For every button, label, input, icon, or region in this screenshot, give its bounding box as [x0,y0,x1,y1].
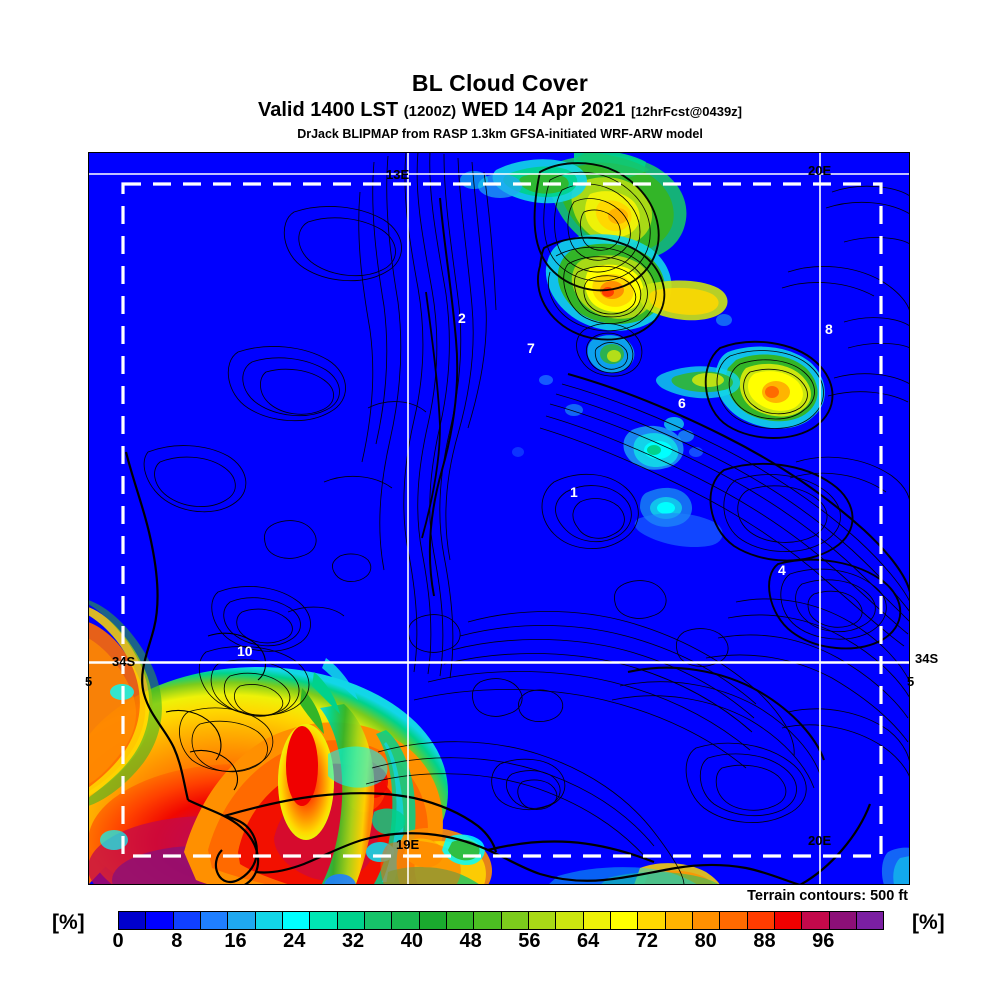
valid-date: WED 14 Apr 2021 [461,99,626,121]
graticule-solid [88,152,910,885]
site-marker-2[interactable]: 2 [458,310,466,326]
valid-time-line: Valid 1400 LST (1200Z) WED 14 Apr 2021 [… [0,98,1000,124]
colorbar-swatch-8 [337,912,365,929]
colorbar-swatch-1 [146,912,174,929]
grid-label-34s-left: 34S [112,654,136,669]
colorbar-swatch-21 [692,912,721,929]
map-canvas [88,152,910,885]
colorbar-swatch-16 [556,912,584,929]
grid-label-13e: 13E [386,167,410,182]
colorbar-tick-88: 88 [753,930,776,952]
colorbar-swatch-27 [856,912,884,929]
colorbar-swatch-11 [419,912,447,929]
site-marker-1[interactable]: 1 [570,484,578,500]
colorbar-tick-16: 16 [224,930,247,952]
colorbar-tick-labels: 0 8 16 24 32 40 48 56 64 72 80 88 96 [0,930,1000,956]
colorbar-swatch-24 [774,912,803,929]
colorbar-tick-8: 8 [171,930,183,952]
colorbar-swatch-18 [610,912,639,929]
model-description: DrJack BLIPMAP from RASP 1.3km GFSA-init… [297,127,703,141]
page-title: BL Cloud Cover [411,70,589,96]
valid-time-prefix: Valid 1400 LST [257,99,399,121]
colorbar-swatch-9 [364,912,393,929]
colorbar-swatch-25 [802,912,830,929]
colorbar-swatch-19 [638,912,666,929]
site-marker-8[interactable]: 8 [825,321,833,337]
coastline [124,451,872,885]
colorbar-tick-64: 64 [577,930,600,952]
colorbar-swatch-26 [829,912,857,929]
grid-label-20e-bottom: 20E [808,833,832,848]
site-marker-10[interactable]: 10 [237,643,253,659]
grid-label-35s-right: 5 [907,674,915,689]
colorbar-swatch-22 [720,912,748,929]
inland-features [165,632,267,791]
colorbar-swatch-10 [392,912,420,929]
colorbar-tick-32: 32 [341,930,365,952]
site-marker-4[interactable]: 4 [778,562,786,578]
colorbar-tick-80: 80 [694,930,717,952]
colorbar-swatch-3 [200,912,229,929]
colorbar-tick-40: 40 [400,930,423,952]
colorbar-swatch-15 [528,912,557,929]
valid-time-utc: (1200Z) [403,103,457,120]
terrain-contours [143,152,910,885]
grid-label-34s-right: 34S [915,651,939,666]
colorbar-unit-left: [%] [52,911,85,934]
colorbar-swatch-5 [255,912,283,929]
colorbar-swatch-4 [228,912,256,929]
colorbar-swatch-2 [173,912,201,929]
colorbar-unit-right: [%] [912,911,945,934]
grid-label-20e-top: 20E [808,163,832,178]
forecast-map[interactable] [88,152,910,885]
site-marker-7[interactable]: 7 [527,340,535,356]
colorbar-tick-56: 56 [518,930,541,952]
site-marker-6[interactable]: 6 [678,395,686,411]
colorbar-swatch-14 [501,912,529,929]
terrain-contour-note: Terrain contours: 500 ft [747,888,908,904]
colorbar-swatch-17 [583,912,611,929]
grid-label-19e: 19E [396,837,420,852]
colorbar-swatch-7 [310,912,338,929]
colorbar-tick-72: 72 [635,930,659,952]
colorbar-tick-96: 96 [812,930,835,952]
forecast-tag: [12hrFcst@0439z] [631,104,743,119]
grid-label-35s-left: 5 [85,674,93,689]
colorbar-swatch-12 [446,912,475,929]
colorbar-block: [%] [%] [0,905,1000,955]
colorbar-swatch-6 [282,912,311,929]
colorbar-tick-0: 0 [112,930,124,952]
colorbar-swatch-20 [665,912,693,929]
colorbar-swatch-23 [747,912,775,929]
colorbar-swatch-13 [474,912,502,929]
header-block: BL Cloud Cover Valid 1400 LST (1200Z) WE… [0,0,1000,142]
domain-boundary-box [121,182,883,858]
colorbar-swatch-0 [119,912,147,929]
colorbar-scale[interactable] [118,911,884,930]
colorbar-tick-48: 48 [459,930,482,952]
colorbar-tick-24: 24 [283,930,306,952]
